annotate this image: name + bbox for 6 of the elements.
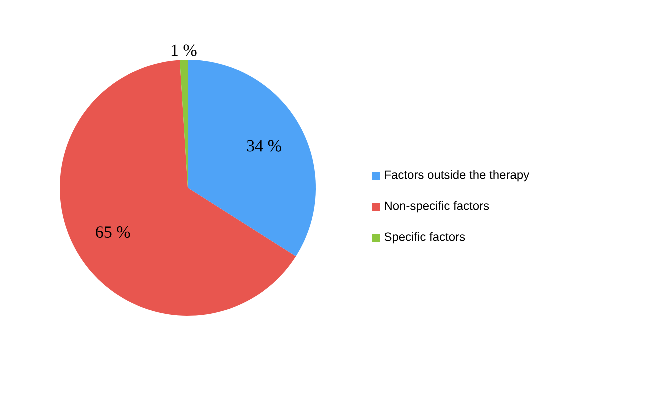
legend-label: Non-specific factors [385,201,490,213]
data-label: 1 % [172,44,197,56]
legend-label: Specific factors [384,232,466,244]
data-label: 65 % [96,226,130,238]
data-label: 34 % [247,140,282,152]
legend-label: Factors outside the therapy [385,170,530,182]
